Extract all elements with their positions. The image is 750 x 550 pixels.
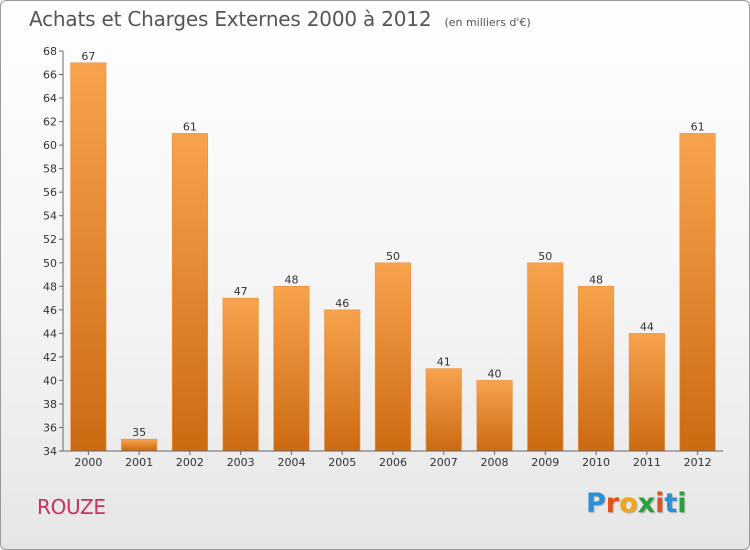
bar-2003 [222,297,259,452]
data-label-2002: 61 [183,120,197,133]
proxiti-logo: Proxiti [586,488,687,519]
y-tick-label: 62 [43,116,57,129]
y-tick-label: 34 [43,445,57,458]
chart-title: Achats et Charges Externes 2000 à 2012 [29,7,432,31]
data-label-2005: 46 [335,297,349,310]
y-tick-label: 46 [43,304,57,317]
x-tick-label: 2012 [684,456,712,469]
logo-letter: x [637,488,656,519]
x-tick-label: 2001 [125,456,153,469]
y-tick-label: 48 [43,280,57,293]
y-tick-label: 58 [43,163,57,176]
logo-letter: r [605,488,620,519]
data-label-2011: 44 [640,320,654,333]
x-tick-label: 2008 [481,456,509,469]
y-tick-label: 38 [43,398,57,411]
y-tick-label: 68 [43,45,57,58]
y-tick-label: 44 [43,327,57,340]
x-tick-label: 2009 [531,456,559,469]
bar-2012 [679,133,716,452]
y-tick-label: 54 [43,210,57,223]
data-label-2010: 48 [589,273,603,286]
x-tick-label: 2005 [328,456,356,469]
y-tick-label: 52 [43,233,57,246]
y-tick-label: 56 [43,186,57,199]
y-tick-label: 40 [43,374,57,387]
logo-letter: i [677,488,687,519]
y-tick-label: 36 [43,421,57,434]
y-tick-label: 50 [43,257,57,270]
chart-subtitle: (en milliers d'€) [444,16,531,29]
bar-2002 [171,133,208,452]
y-tick-label: 66 [43,69,57,82]
bar-2004 [273,285,310,452]
bar-2001 [121,438,158,452]
bar-2010 [577,285,615,452]
x-tick-label: 2000 [74,456,102,469]
bar-2008 [476,380,513,452]
data-label-2001: 35 [132,426,146,439]
x-tick-label: 2006 [379,456,407,469]
data-label-2000: 67 [81,50,95,63]
y-tick-label: 60 [43,139,57,152]
bar-2011 [628,333,665,452]
data-label-2003: 47 [234,285,248,298]
x-tick-label: 2011 [633,456,661,469]
data-label-2012: 61 [691,120,705,133]
x-tick-label: 2007 [430,456,458,469]
y-tick-label: 42 [43,351,57,364]
x-tick-label: 2003 [227,456,255,469]
bar-2007 [425,368,462,452]
logo-letter: t [664,488,678,519]
data-label-2004: 48 [284,273,298,286]
data-label-2006: 50 [386,250,400,263]
logo-letter: o [619,488,638,519]
data-label-2007: 41 [437,356,451,369]
data-label-2009: 50 [538,250,552,263]
commune-name: ROUZE [37,495,106,519]
bar-2006 [374,262,412,452]
x-axis: 2000 2001 2002 2003 2004 2005 2006 2007 2008 2009… [63,450,723,469]
x-tick-label: 2004 [277,456,305,469]
bars: 67 35 61 47 48 46 50 41 40 50 48 44 61 [70,50,716,452]
logo-letter: P [586,488,606,519]
x-tick-label: 2010 [582,456,610,469]
y-tick-label: 64 [43,92,57,105]
x-tick-label: 2002 [176,456,204,469]
logo-letter: i [655,488,665,519]
data-label-2008: 40 [488,367,502,380]
chart-title-row: Achats et Charges Externes 2000 à 2012 (… [29,7,531,31]
y-axis: 34 36 38 40 42 44 46 48 50 52 54 56 58 60 62 64 66 68 [43,45,64,458]
bar-2005 [324,309,361,452]
bar-2000 [70,62,107,452]
bar-2009 [527,262,564,452]
